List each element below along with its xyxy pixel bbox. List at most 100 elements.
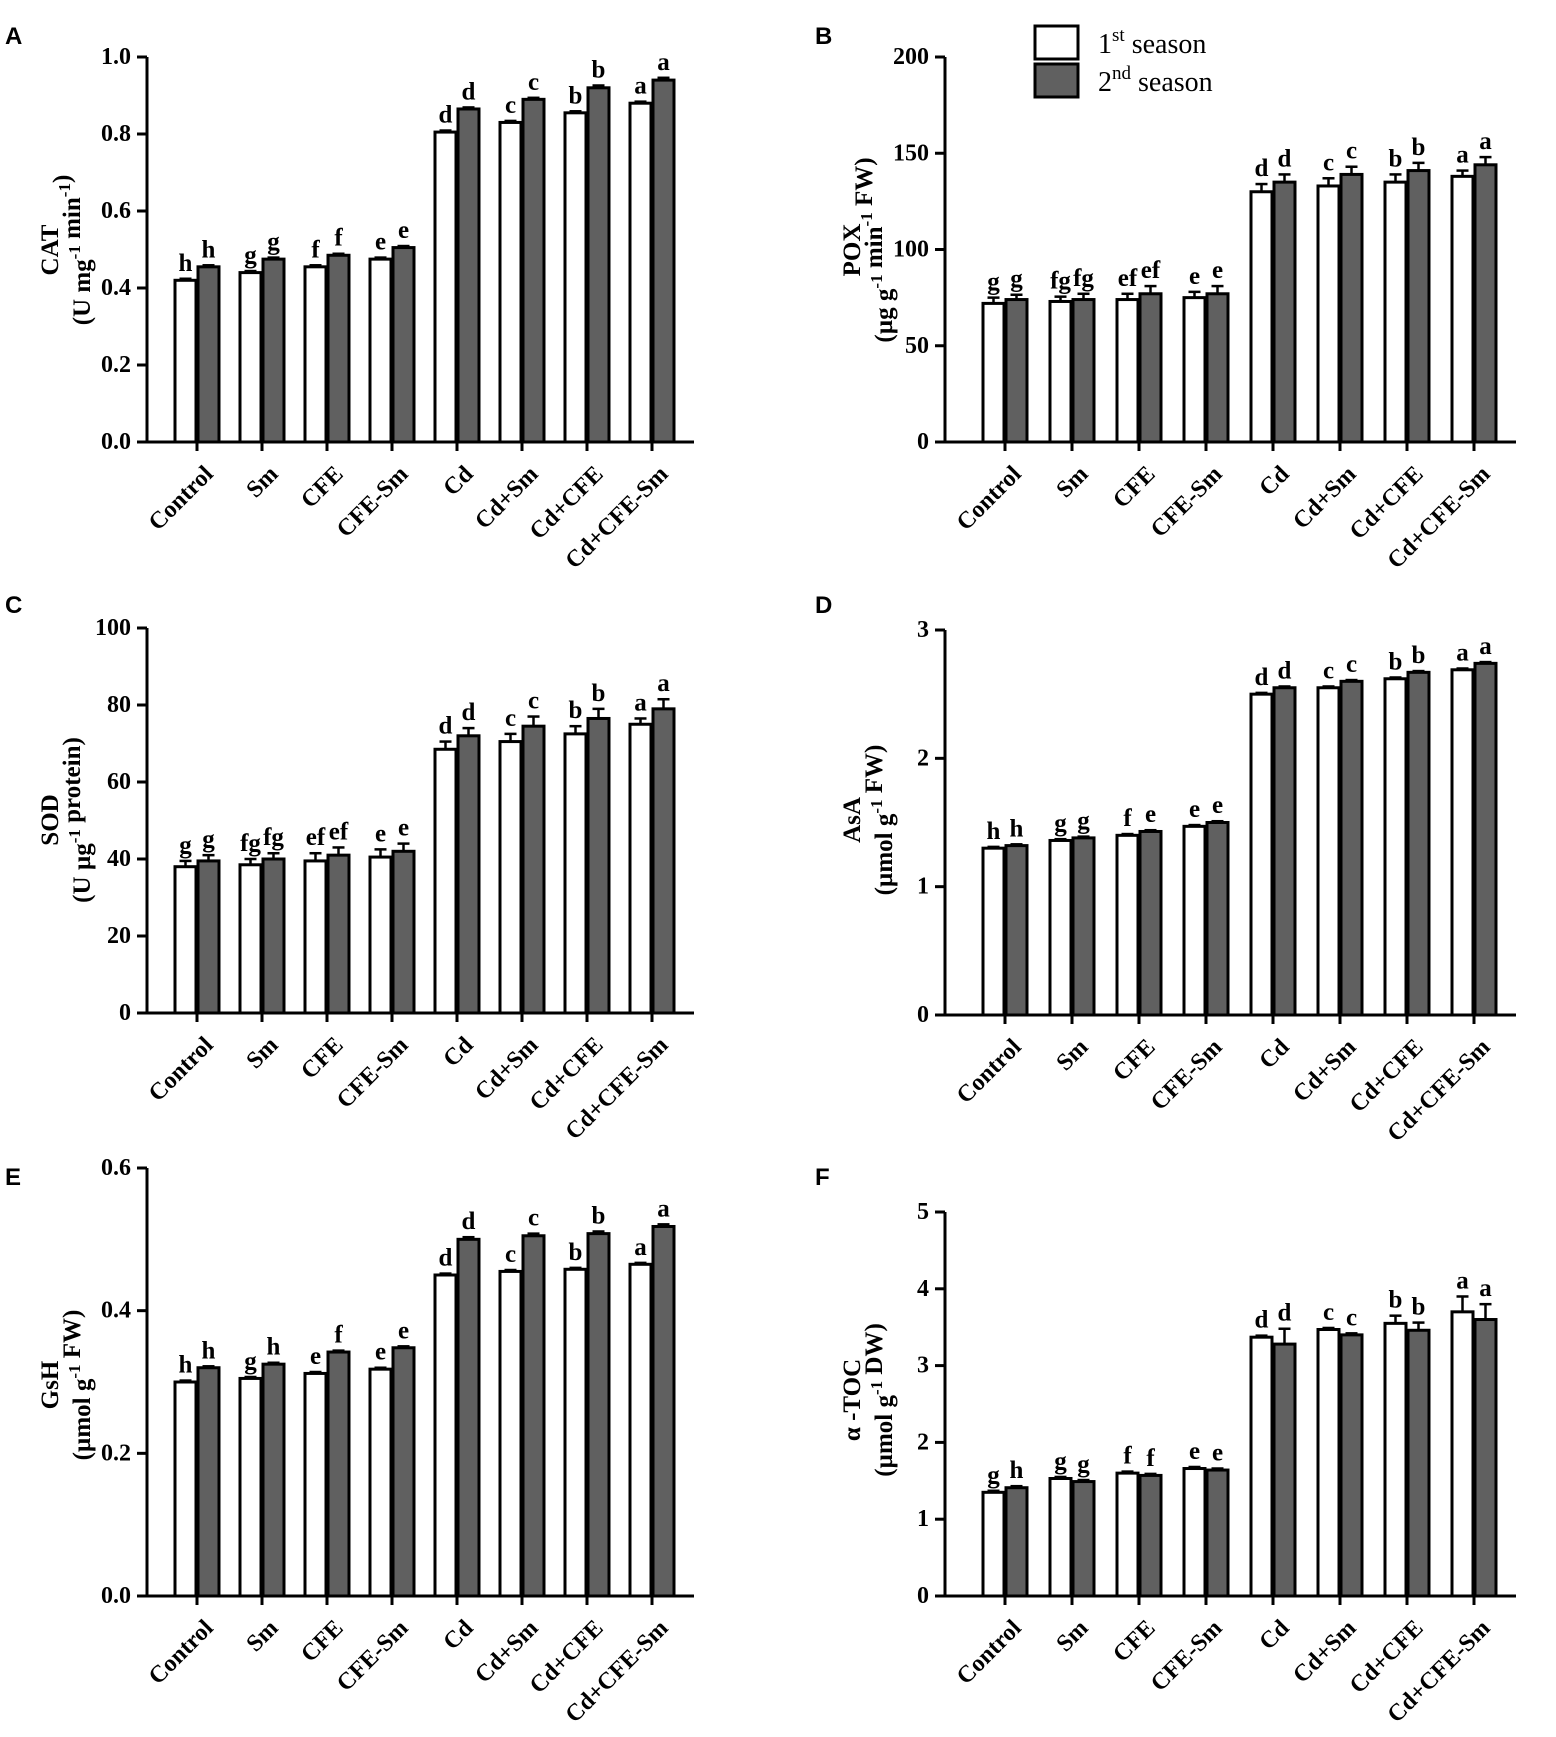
x-tick-label: Cd	[438, 461, 479, 502]
y-axis-label-unit: (U mg-1 min-1)	[49, 175, 96, 326]
significance-label: e	[1212, 1440, 1223, 1467]
x-tick-label: Cd	[438, 1615, 479, 1656]
significance-label: d	[1255, 155, 1269, 182]
bar	[303, 1371, 328, 1598]
unit-text: (µg g	[871, 288, 898, 342]
unit-superscript: -1	[65, 829, 84, 843]
significance-label: c	[1323, 149, 1334, 176]
significance-label: a	[657, 670, 670, 697]
bar	[261, 857, 286, 1015]
significance-label: e	[1189, 796, 1200, 823]
significance-label: h	[1010, 815, 1024, 842]
significance-label: h	[987, 818, 1001, 845]
bar	[1182, 1467, 1207, 1598]
bar	[498, 1269, 523, 1598]
bar	[651, 707, 676, 1015]
significance-label: d	[439, 713, 453, 740]
bar	[981, 1490, 1006, 1598]
x-tick-label: Sm	[242, 1032, 284, 1074]
significance-label: g	[244, 242, 257, 269]
significance-label: f	[334, 225, 343, 252]
bar	[238, 271, 263, 444]
bar	[1071, 836, 1096, 1017]
bar	[391, 849, 416, 1015]
significance-label: ef	[329, 818, 349, 845]
bar	[498, 740, 523, 1015]
y-tick-label: 2	[917, 745, 929, 771]
bar	[1138, 292, 1163, 444]
y-tick-label: 1	[917, 1506, 929, 1532]
bar	[1316, 1328, 1341, 1598]
significance-label: f	[1123, 805, 1132, 832]
bar	[1249, 190, 1274, 444]
significance-label: fg	[263, 824, 284, 851]
panel-letter: B	[815, 23, 832, 50]
y-tick-label: 3	[917, 1353, 929, 1379]
y-tick-label: 80	[107, 692, 131, 718]
y-tick-label: 150	[893, 140, 929, 166]
significance-label: a	[1456, 142, 1469, 169]
bar	[196, 859, 221, 1015]
significance-label: a	[657, 1195, 670, 1222]
unit-text: FW)	[861, 745, 888, 800]
y-tick-label: 40	[107, 846, 131, 872]
significance-label: c	[1346, 138, 1357, 165]
unit-superscript: -1	[867, 1381, 886, 1395]
y-tick-label: 0.0	[101, 429, 131, 455]
significance-label: d	[1255, 664, 1269, 691]
bar	[391, 1346, 416, 1598]
unit-superscript: -1	[55, 183, 74, 197]
bar	[1004, 844, 1029, 1017]
bar	[303, 265, 328, 444]
significance-label: e	[1212, 792, 1223, 819]
y-tick-label: 20	[107, 923, 131, 949]
bar	[368, 855, 393, 1015]
x-tick-label: CFE	[296, 1615, 348, 1667]
bar	[1272, 180, 1297, 444]
x-tick-label: CFE	[1108, 1615, 1160, 1667]
bar	[563, 1267, 588, 1598]
y-tick-label: 0.2	[101, 1440, 131, 1466]
legend-swatch	[1033, 24, 1080, 61]
bar	[1316, 184, 1341, 444]
bar	[521, 1234, 546, 1598]
significance-label: f	[311, 236, 320, 263]
bar	[326, 253, 351, 444]
y-tick-label: 50	[905, 333, 929, 359]
panel-letter: C	[5, 592, 22, 619]
significance-label: f	[334, 1322, 343, 1349]
unit-superscript: -1	[65, 245, 84, 259]
bar	[456, 107, 481, 444]
significance-label: b	[569, 82, 583, 109]
bar	[368, 1367, 393, 1598]
unit-text: (U µg	[69, 843, 96, 903]
significance-label: ef	[1118, 265, 1138, 292]
significance-label: g	[244, 1348, 257, 1375]
significance-label: c	[1323, 657, 1334, 684]
bar	[1138, 1473, 1163, 1598]
significance-label: c	[505, 705, 516, 732]
y-axis-label-unit: (µmol g-1 FW)	[861, 745, 898, 896]
x-tick-label: Control	[144, 1615, 219, 1690]
y-tick-label: 4	[917, 1276, 929, 1302]
significance-label: d	[1278, 1300, 1292, 1327]
x-tick-label: CFE	[1108, 1034, 1160, 1086]
significance-label: ef	[306, 824, 326, 851]
unit-superscript: -1	[867, 799, 886, 813]
panel-letter: E	[5, 1164, 21, 1191]
significance-label: a	[1479, 1275, 1492, 1302]
y-axis-label: α -TOC (µmol g-1 DW)	[839, 1323, 898, 1477]
significance-label: c	[528, 69, 539, 96]
y-axis-label-name: POX	[839, 224, 866, 277]
significance-label: b	[1389, 145, 1403, 172]
bar	[1182, 296, 1207, 444]
significance-label: b	[1389, 648, 1403, 675]
x-tick-label: Control	[952, 461, 1027, 536]
x-tick-label: Cd	[1254, 1034, 1295, 1075]
significance-label: g	[1054, 810, 1067, 837]
y-tick-label: 1.0	[101, 44, 131, 70]
bar	[368, 257, 393, 444]
x-tick-label: Cd	[438, 1032, 479, 1073]
significance-label: h	[1010, 1457, 1024, 1484]
